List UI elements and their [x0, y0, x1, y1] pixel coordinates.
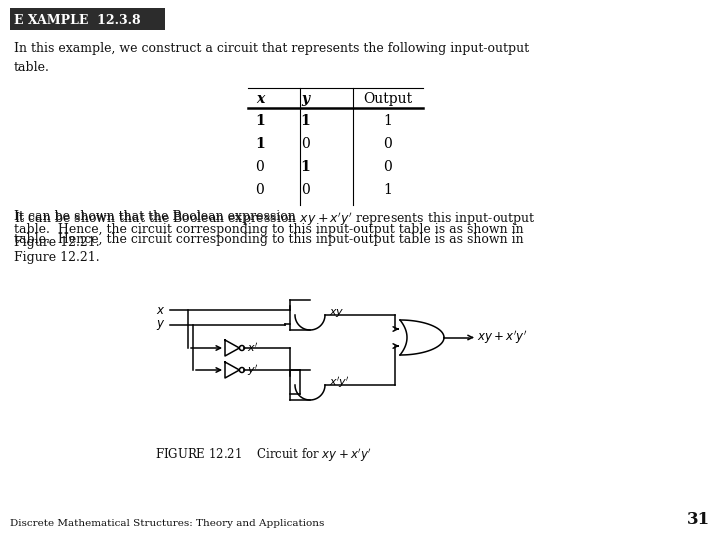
Text: $y'$: $y'$ — [248, 362, 258, 377]
Text: In this example, we construct a circuit that represents the following input-outp: In this example, we construct a circuit … — [14, 42, 529, 74]
Text: 0: 0 — [256, 160, 264, 174]
Text: 0: 0 — [256, 183, 264, 197]
Text: $x$: $x$ — [156, 303, 165, 316]
Text: 0: 0 — [384, 160, 392, 174]
FancyBboxPatch shape — [10, 8, 165, 30]
Text: Discrete Mathematical Structures: Theory and Applications: Discrete Mathematical Structures: Theory… — [10, 519, 325, 528]
Text: table.  Hence, the circuit corresponding to this input-output table is as shown : table. Hence, the circuit corresponding … — [14, 223, 523, 236]
Text: 1: 1 — [255, 114, 265, 128]
Text: 0: 0 — [384, 137, 392, 151]
Text: Figure 12.21.: Figure 12.21. — [14, 236, 99, 249]
Text: 1: 1 — [384, 114, 392, 128]
Text: FIGURE 12.21    Circuit for $xy + x'y'$: FIGURE 12.21 Circuit for $xy + x'y'$ — [155, 447, 372, 464]
Text: $x'$: $x'$ — [248, 341, 258, 354]
Text: It can be shown that the Boolean expression $xy + x'y'$ represents this input-ou: It can be shown that the Boolean express… — [14, 210, 536, 265]
Text: 1: 1 — [255, 137, 265, 151]
Text: $xy + x'y'$: $xy + x'y'$ — [477, 329, 528, 346]
Text: $y$: $y$ — [156, 318, 165, 332]
Text: x: x — [256, 92, 264, 106]
Text: 0: 0 — [301, 137, 310, 151]
Text: 1: 1 — [300, 160, 310, 174]
Text: E XAMPLE  12.3.8: E XAMPLE 12.3.8 — [14, 14, 140, 26]
Text: It can be shown that the Boolean expression: It can be shown that the Boolean express… — [14, 210, 300, 223]
Text: 1: 1 — [384, 183, 392, 197]
Text: $xy$: $xy$ — [329, 307, 345, 319]
Text: 0: 0 — [301, 183, 310, 197]
Text: 1: 1 — [300, 114, 310, 128]
Text: y: y — [301, 92, 309, 106]
Text: Output: Output — [364, 92, 413, 106]
Text: 31: 31 — [687, 511, 710, 528]
Text: $x'y'$: $x'y'$ — [329, 375, 350, 390]
